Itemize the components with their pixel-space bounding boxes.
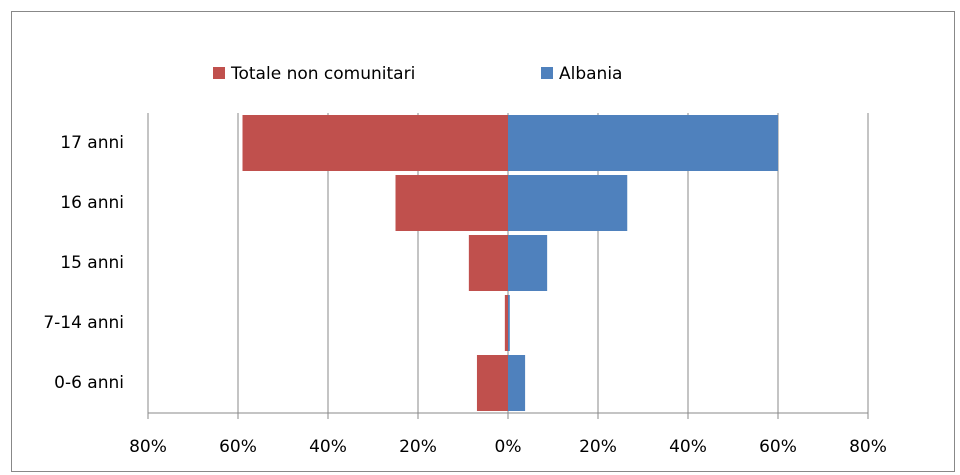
legend-label: Albania: [559, 64, 622, 84]
bar: [242, 115, 508, 171]
y-tick-label: 17 anni: [60, 133, 124, 153]
y-tick-label: 7-14 anni: [43, 313, 124, 333]
legend-label: Totale non comunitari: [230, 64, 415, 84]
x-tick-label: 40%: [669, 437, 707, 457]
y-tick-label: 15 anni: [60, 253, 124, 273]
bar: [508, 295, 510, 351]
bar: [508, 115, 778, 171]
x-tick-label: 0%: [495, 437, 522, 457]
x-tick-label: 40%: [309, 437, 347, 457]
bar: [508, 175, 628, 231]
bar: [395, 175, 508, 231]
x-tick-label: 60%: [219, 437, 257, 457]
bar: [476, 355, 508, 411]
bar: [508, 235, 548, 291]
y-tick-label: 16 anni: [60, 193, 124, 213]
x-tick-label: 80%: [849, 437, 887, 457]
x-tick-label: 20%: [579, 437, 617, 457]
bar: [504, 295, 508, 351]
x-tick-label: 80%: [129, 437, 167, 457]
x-tick-label: 60%: [759, 437, 797, 457]
bar: [508, 355, 526, 411]
legend-swatch: [541, 67, 553, 79]
x-tick-label: 20%: [399, 437, 437, 457]
legend-swatch: [213, 67, 225, 79]
y-tick-label: 0-6 anni: [54, 373, 124, 393]
bar: [468, 235, 508, 291]
